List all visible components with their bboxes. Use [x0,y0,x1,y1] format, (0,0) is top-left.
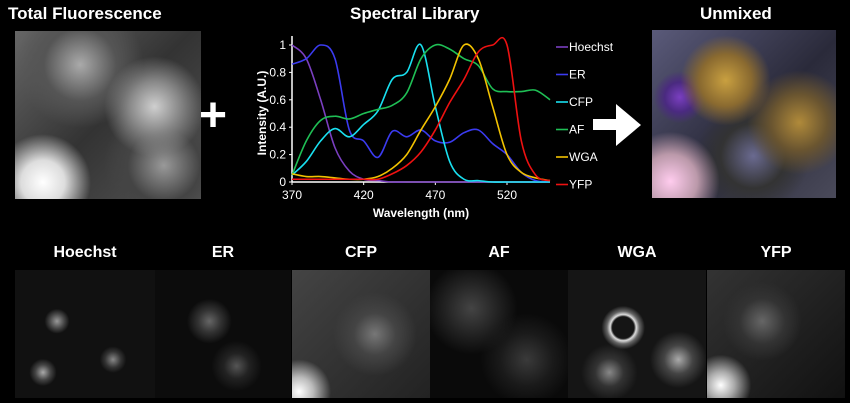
y-axis-label: Intensity (A.U.) [255,71,269,156]
panel-image-hoechst [15,270,155,398]
total-fluorescence-title: Total Fluorescence [8,4,162,23]
x-tick-label: 520 [497,188,517,202]
legend-label-yfp: YFP [569,178,592,192]
series-line-cfp [291,43,551,183]
series-line-af [291,43,551,176]
series-line-wga [291,43,551,182]
panel-image-yfp [707,270,845,398]
panel-image-cfp [292,270,430,398]
arrow-icon [593,119,623,130]
panel-label-wga: WGA [617,244,657,261]
x-axis-label: Wavelength (nm) [373,206,469,220]
series-line-yfp [292,36,551,182]
panel-label-yfp: YFP [760,244,792,261]
plus-operator: + [199,89,228,142]
y-tick-label: 0.8 [269,65,286,79]
x-tick-label: 370 [282,188,302,202]
spectral-library-title: Spectral Library [350,4,480,23]
arrow-head-icon [616,104,641,146]
panel-label-cfp: CFP [345,244,377,261]
x-tick-label: 470 [425,188,445,202]
y-tick-label: 0 [279,175,286,189]
total-fluorescence-image [15,31,201,199]
y-tick-label: 0.2 [269,148,286,162]
y-tick-label: 0.6 [269,93,286,107]
panel-image-er [155,270,291,398]
legend-label-af: AF [569,123,584,137]
spectral-library-chart: 0 0.2 0.4 0.6 0.8 1 370 420 470 520 Wavelength (nm… [255,36,614,220]
y-tick-label: 1 [279,38,286,52]
y-tick-label: 0.4 [269,120,286,134]
x-tick-label: 420 [354,188,374,202]
panel-image-wga [568,270,706,398]
unmixed-image [652,30,836,198]
legend-label-cfp: CFP [569,95,593,109]
legend-label-er: ER [569,68,586,82]
panel-label-hoechst: Hoechst [53,244,117,261]
panel-image-af [430,270,568,398]
legend-label-wga: WGA [569,150,598,164]
panel-label-er: ER [211,244,235,261]
unmixed-title: Unmixed [700,4,772,23]
legend-label-hoechst: Hoechst [569,40,614,54]
panel-label-af: AF [488,244,510,261]
